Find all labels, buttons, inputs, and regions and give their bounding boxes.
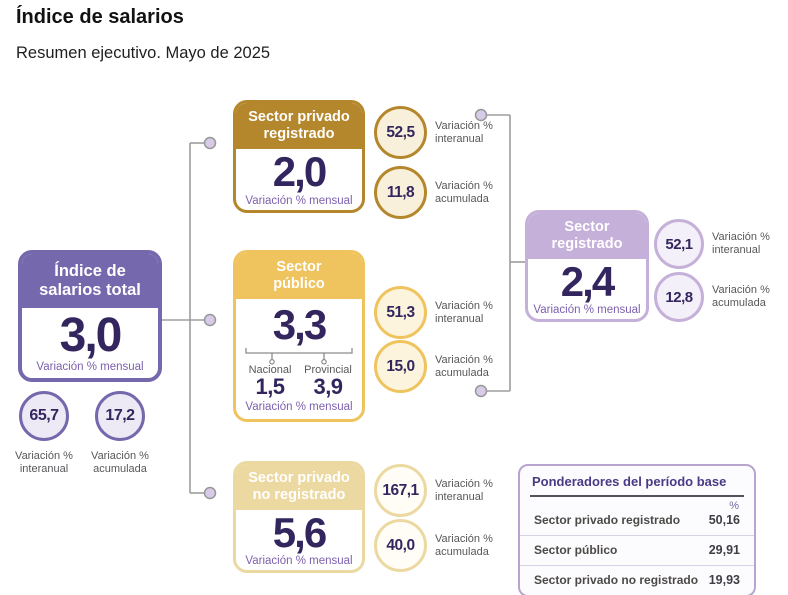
- monthly-variation-label: Variación % mensual: [245, 194, 353, 207]
- provincial-label: Provincial: [304, 364, 352, 377]
- page-subtitle: Resumen ejecutivo. Mayo de 2025: [16, 44, 271, 62]
- ponderadores-table: Ponderadores del período base % Sector p…: [518, 464, 756, 595]
- ponderadores-table-title: Ponderadores del período base: [530, 466, 744, 497]
- stat-bubble: 52,1: [654, 219, 704, 269]
- stat-publico-interannual: 51,3 Variación % interanual: [374, 286, 505, 339]
- node-registrado-monthly-value: 2,4: [560, 257, 615, 305]
- stat-bubble: 15,0: [374, 340, 427, 393]
- publico-nacional: Nacional 1,5: [243, 364, 297, 398]
- publico-split-row: Nacional 1,5 Provincial 3,9: [243, 364, 355, 398]
- node-publico-card: Sector público 3,3 Nacional 1,5 Provinci…: [233, 250, 365, 422]
- node-privado-no-registrado-title: Sector privado no registrado: [236, 464, 362, 510]
- monthly-variation-label: Variación % mensual: [533, 304, 641, 317]
- row-value: 50,16: [708, 513, 740, 527]
- node-total-stats: 65,7 Variación % interanual 17,2 Variaci…: [15, 391, 149, 476]
- node-total-monthly-value: 3,0: [59, 308, 123, 362]
- stat-bubble: 17,2: [95, 391, 145, 441]
- stat-publico-accumulated: 15,0 Variación % acumulada: [374, 340, 505, 393]
- interannual-variation-label: Variación % interanual: [435, 299, 493, 325]
- interannual-variation-label: Variación % interanual: [435, 119, 493, 145]
- node-total-card: Índice de salarios total 3,0 Variación %…: [18, 250, 162, 382]
- node-privado-registrado-monthly-value: 2,0: [272, 148, 327, 196]
- stat-privado-no-registrado-accumulated: 40,0 Variación % acumulada: [374, 519, 505, 572]
- connector-dot: [203, 136, 217, 150]
- stat-privado-registrado-accumulated: 11,8 Variación % acumulada: [374, 166, 505, 219]
- ponderadores-pct-column-header: %: [729, 500, 739, 512]
- table-row: Sector privado registrado 50,16: [520, 512, 754, 535]
- accumulated-variation-label: Variación % acumulada: [435, 179, 493, 205]
- monthly-variation-label: Variación % mensual: [245, 401, 353, 414]
- connector-dot: [203, 486, 217, 500]
- node-privado-no-registrado-monthly-value: 5,6: [272, 508, 327, 556]
- interannual-variation-label: Variación % interanual: [15, 450, 73, 476]
- connector-dot: [474, 108, 488, 122]
- stat-registrado-accumulated: 12,8 Variación % acumulada: [654, 272, 782, 322]
- node-privado-no-registrado-card: Sector privado no registrado 5,6 Variaci…: [233, 461, 365, 573]
- node-privado-registrado-title: Sector privado registrado: [236, 103, 362, 149]
- provincial-value: 3,9: [313, 374, 343, 400]
- accumulated-variation-label: Variación % acumulada: [91, 450, 149, 476]
- node-registrado-title: Sector registrado: [528, 213, 646, 259]
- stat-total-accumulated: 17,2 Variación % acumulada: [91, 391, 149, 476]
- stat-bubble: 12,8: [654, 272, 704, 322]
- row-label: Sector privado no registrado: [534, 573, 699, 587]
- node-publico-title: Sector público: [236, 253, 362, 299]
- row-value: 19,93: [708, 573, 740, 587]
- row-value: 29,91: [708, 543, 740, 557]
- interannual-variation-label: Variación % interanual: [712, 231, 770, 256]
- table-row: Sector público 29,91: [520, 535, 754, 565]
- nacional-label: Nacional: [248, 364, 292, 377]
- stat-privado-no-registrado-interannual: 167,1 Variación % interanual: [374, 464, 505, 517]
- publico-provincial: Provincial 3,9: [301, 364, 355, 398]
- stat-bubble: 52,5: [374, 106, 427, 159]
- stat-bubble: 167,1: [374, 464, 427, 517]
- accumulated-variation-label: Variación % acumulada: [712, 284, 770, 309]
- connector-dot: [203, 313, 217, 327]
- stat-total-interannual: 65,7 Variación % interanual: [15, 391, 73, 476]
- stat-bubble: 65,7: [19, 391, 69, 441]
- node-privado-registrado-card: Sector privado registrado 2,0 Variación …: [233, 100, 365, 213]
- connector-dot: [474, 384, 488, 398]
- stat-bubble: 40,0: [374, 519, 427, 572]
- row-label: Sector privado registrado: [534, 513, 681, 527]
- stat-registrado-interannual: 52,1 Variación % interanual: [654, 219, 782, 269]
- stat-privado-registrado-interannual: 52,5 Variación % interanual: [374, 106, 505, 159]
- stat-bubble: 51,3: [374, 286, 427, 339]
- node-publico-monthly-value: 3,3: [272, 300, 327, 348]
- row-label: Sector público: [534, 543, 618, 557]
- nacional-value: 1,5: [255, 374, 285, 400]
- node-registrado-card: Sector registrado 2,4 Variación % mensua…: [525, 210, 649, 322]
- split-bracket: [245, 348, 353, 366]
- node-total-title: Índice de salarios total: [22, 254, 158, 308]
- accumulated-variation-label: Variación % acumulada: [435, 353, 493, 379]
- page-title: Índice de salarios: [16, 6, 184, 28]
- stat-bubble: 11,8: [374, 166, 427, 219]
- monthly-variation-label: Variación % mensual: [245, 555, 353, 568]
- accumulated-variation-label: Variación % acumulada: [435, 532, 493, 558]
- interannual-variation-label: Variación % interanual: [435, 477, 493, 503]
- monthly-variation-label: Variación % mensual: [36, 361, 144, 374]
- table-row: Sector privado no registrado 19,93: [520, 565, 754, 595]
